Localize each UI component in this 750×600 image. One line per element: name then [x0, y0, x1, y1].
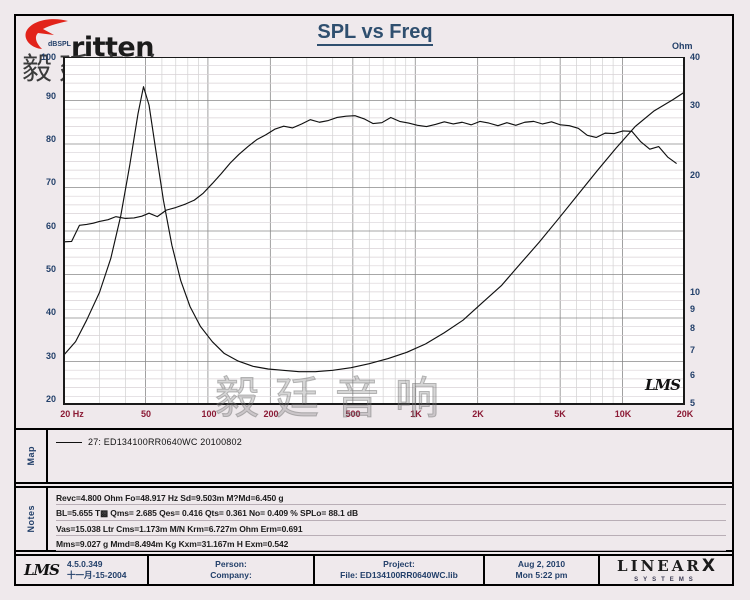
project-label: Project:: [383, 558, 415, 569]
xtick: 100: [201, 409, 217, 419]
lms-logo: LMS: [24, 561, 60, 579]
notes-panel: Notes Revc=4.800 Ohm Fo=48.917 Hz Sd=9.5…: [14, 486, 734, 552]
version-stack: 4.5.0.349 十一月-15-2004: [67, 559, 127, 582]
xtick: 50: [140, 409, 152, 419]
notes-body: Revc=4.800 Ohm Fo=48.917 Hz Sd=9.503m M?…: [46, 488, 732, 551]
notes-tab-label: Notes: [26, 505, 36, 533]
plot-signature: LMS: [645, 376, 681, 394]
footer-person-cell: Person: Company:: [149, 556, 315, 584]
datetime-stack: Aug 2, 2010 Mon 5:22 pm: [516, 559, 568, 582]
map-panel: Map 27: ED134100RR0640WC 20100802: [14, 428, 734, 484]
ytick-right: 40: [690, 52, 701, 62]
xtick: 500: [345, 409, 361, 419]
ytick-left: 70: [45, 177, 56, 187]
chart-gridlines: [63, 57, 685, 405]
ytick-right: 20: [690, 170, 701, 180]
note-line: Mms=9.027 g Mmd=8.494m Kg Kxm=31.167m H …: [56, 538, 726, 551]
note-line: BL=5.655 T▩ Qms= 2.685 Qes= 0.416 Qts= 0…: [56, 507, 726, 521]
report-time: Mon 5:22 pm: [515, 570, 568, 580]
map-tab[interactable]: Map: [16, 430, 48, 482]
ytick-left: 80: [45, 134, 56, 144]
note-line: Vas=15.038 Ltr Cms=1.173m M/N Krm=6.727m…: [56, 523, 726, 536]
ytick-right: 5: [690, 398, 696, 408]
xtick: 20K: [676, 409, 694, 419]
linearx-logo: LINEARX SYSTEMS: [617, 555, 715, 583]
vendor-sub: SYSTEMS: [634, 576, 698, 583]
ytick-left: 20: [45, 394, 56, 404]
ytick-left: 90: [45, 91, 56, 101]
eritten-mark-icon: [25, 19, 68, 49]
notes-tab[interactable]: Notes: [16, 488, 48, 550]
footer-vendor-cell: LINEARX SYSTEMS: [600, 556, 732, 584]
company-label: Company:: [210, 570, 252, 580]
file-label: File: ED134100RR0640WC.lib: [340, 570, 458, 580]
ytick-left: 60: [45, 221, 56, 231]
ytick-left: 100: [40, 52, 56, 62]
ytick-right: 9: [690, 304, 696, 314]
legend-item[interactable]: 27: ED134100RR0640WC 20100802: [56, 437, 732, 447]
ytick-right: 10: [690, 287, 701, 297]
ytick-left: 50: [45, 264, 56, 274]
report-date: Aug 2, 2010: [517, 558, 566, 569]
app-version: 4.5.0.349: [66, 558, 103, 569]
ytick-right: 6: [690, 370, 696, 380]
map-body: 27: ED134100RR0640WC 20100802: [46, 430, 732, 482]
footer-datetime-cell: Aug 2, 2010 Mon 5:22 pm: [485, 556, 600, 584]
ytick-right: 7: [690, 345, 696, 355]
ytick-left: 30: [45, 351, 56, 361]
xtick: 20 Hz: [60, 409, 84, 419]
y-axis-label-left: dBSPL: [48, 41, 71, 48]
xtick: 1K: [410, 409, 422, 419]
footer-version-cell: LMS 4.5.0.349 十一月-15-2004: [16, 556, 149, 584]
person-label: Person:: [215, 558, 247, 569]
legend-line-swatch: [56, 441, 82, 443]
chart-curves: [63, 86, 685, 373]
ytick-left: 40: [45, 307, 56, 317]
xtick: 2K: [472, 409, 484, 419]
y-axis-label-right: Ohm: [672, 41, 693, 51]
ytick-right: 30: [690, 100, 701, 110]
note-line: Revc=4.800 Ohm Fo=48.917 Hz Sd=9.503m M?…: [56, 492, 726, 505]
project-stack: Project: File: ED134100RR0640WC.lib: [340, 559, 458, 582]
footer-project-cell: Project: File: ED134100RR0640WC.lib: [315, 556, 485, 584]
vendor-name-text: LINEAR: [617, 556, 702, 575]
xtick: 10K: [614, 409, 632, 419]
xtick: 200: [263, 409, 279, 419]
map-tab-label: Map: [26, 446, 36, 466]
ytick-right: 8: [690, 323, 696, 333]
legend-label: 27: ED134100RR0640WC 20100802: [88, 437, 242, 447]
page-title-text: SPL vs Freq: [317, 21, 433, 46]
chart-plot-area[interactable]: [63, 57, 685, 405]
vendor-mark: X: [701, 555, 715, 576]
vendor-name: LINEARX: [617, 555, 715, 576]
person-stack: Person: Company:: [210, 559, 252, 582]
xtick: 5K: [554, 409, 566, 419]
page-title: SPL vs Freq: [0, 21, 750, 46]
status-footer: LMS 4.5.0.349 十一月-15-2004 Person: Compan…: [14, 554, 734, 586]
app-build-date: 十一月-15-2004: [66, 570, 127, 580]
